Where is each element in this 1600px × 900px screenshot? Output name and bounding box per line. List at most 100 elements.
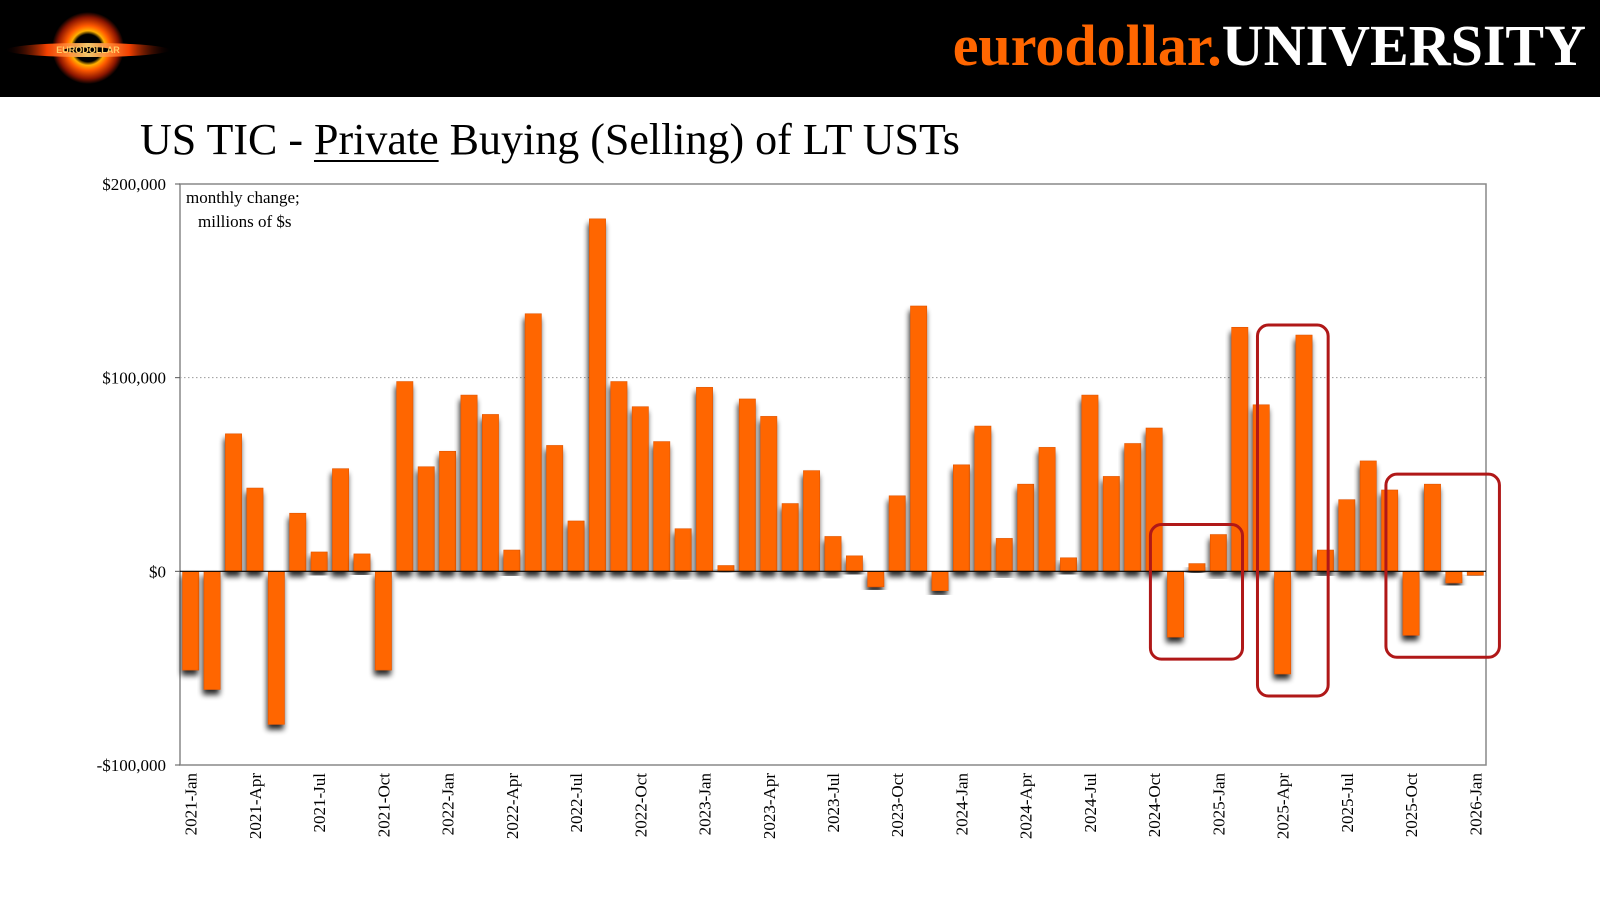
- brand-wordmark: eurodollar.UNIVERSITY: [953, 8, 1586, 84]
- bar-2023-Jan: [696, 387, 713, 572]
- bar-2023-Aug: [845, 555, 863, 572]
- x-tick-label: 2023-Jan: [696, 773, 715, 836]
- bar-2025-Sep: [1381, 489, 1399, 572]
- x-tick-label: 2024-Apr: [1017, 773, 1036, 839]
- bar-2021-Aug: [332, 468, 350, 572]
- bar-2022-Apr: [503, 549, 521, 572]
- bar-2024-Mar: [995, 538, 1013, 572]
- bar-2021-May: [267, 571, 285, 725]
- bar-2024-Aug: [1102, 476, 1120, 572]
- bar-2021-Mar: [225, 433, 242, 572]
- x-tick-label: 2024-Jan: [952, 773, 971, 836]
- brand-eurodollar: eurodollar.: [952, 13, 1222, 78]
- bar-2025-Jun: [1316, 549, 1334, 572]
- x-tick-label: 2021-Jan: [182, 773, 201, 836]
- bar-2023-Oct: [888, 495, 906, 572]
- bar-2022-Sep: [610, 381, 628, 572]
- bar-2021-Sep: [353, 553, 371, 572]
- logo-text: EURODOLLAR: [56, 45, 120, 55]
- bar-2025-Dec: [1445, 571, 1463, 584]
- chart-annotation: millions of $s: [198, 212, 292, 231]
- x-tick-label: 2023-Jul: [824, 773, 843, 833]
- bar-2023-Jul: [824, 536, 842, 572]
- x-tick-label: 2022-Jan: [439, 773, 458, 836]
- bar-2024-May: [1038, 447, 1056, 572]
- bar-2022-Mar: [482, 414, 499, 572]
- chart-title: US TIC - Private Buying (Selling) of LT …: [140, 112, 960, 168]
- bar-2024-Feb: [974, 425, 992, 572]
- bar-2024-Jan: [953, 464, 970, 572]
- bar-2022-Feb: [460, 394, 478, 572]
- bar-2021-Feb: [203, 571, 221, 690]
- bar-2025-Jul: [1338, 499, 1356, 572]
- x-tick-label: 2024-Jul: [1081, 773, 1100, 833]
- bar-2021-Dec: [417, 466, 435, 572]
- bar-2022-Nov: [653, 441, 671, 572]
- bar-2022-Jan: [439, 450, 457, 572]
- highlight-box-3: [1384, 472, 1501, 659]
- bar-2021-Jun: [289, 512, 307, 572]
- bar-2023-Jun: [803, 470, 821, 572]
- bar-2025-Mar: [1252, 404, 1270, 572]
- x-tick-label: 2021-Jul: [310, 773, 329, 833]
- highlight-box-2: [1255, 323, 1330, 698]
- bar-2021-Apr: [246, 487, 264, 572]
- bar-2024-Nov: [1167, 571, 1184, 638]
- x-tick-label: 2025-Jan: [1209, 773, 1228, 836]
- bar-2021-Jan: [182, 571, 200, 671]
- bar-2025-Apr: [1274, 571, 1292, 675]
- x-tick-label: 2025-Jul: [1338, 773, 1357, 833]
- bar-2022-May: [524, 313, 542, 572]
- title-suffix: Buying (Selling) of LT USTs: [438, 115, 960, 164]
- x-tick-label: 2025-Apr: [1274, 773, 1293, 839]
- bar-2023-Dec: [931, 571, 949, 592]
- title-prefix: US TIC -: [140, 115, 314, 164]
- x-tick-label: 2024-Oct: [1145, 773, 1164, 837]
- bar-2023-Sep: [867, 571, 885, 588]
- x-tick-label: 2022-Apr: [503, 773, 522, 839]
- x-tick-label: 2021-Oct: [374, 773, 393, 837]
- bar-2024-Jun: [1060, 557, 1077, 572]
- title-underlined: Private: [313, 115, 439, 164]
- y-tick-label: $100,000: [102, 369, 166, 388]
- bar-2024-Apr: [1017, 483, 1035, 572]
- x-tick-label: 2023-Apr: [760, 773, 779, 839]
- x-tick-label: 2022-Jul: [567, 773, 586, 833]
- bar-2021-Oct: [374, 571, 392, 671]
- bar-2023-Nov: [910, 305, 928, 572]
- bar-2022-Oct: [631, 406, 649, 572]
- bar-2025-Oct: [1402, 571, 1420, 636]
- bar-2025-Nov: [1424, 483, 1441, 572]
- bar-2022-Dec: [674, 528, 692, 572]
- bar-2022-Jun: [546, 445, 564, 572]
- chart-annotation: monthly change;: [186, 188, 300, 207]
- x-tick-label: 2023-Oct: [888, 773, 907, 837]
- bar-2024-Dec: [1188, 563, 1206, 572]
- bar-2023-Mar: [738, 398, 756, 572]
- bar-2025-Jan: [1209, 534, 1227, 572]
- header-banner: EURODOLLAR eurodollar.UNIVERSITY: [0, 0, 1600, 97]
- bar-2023-Apr: [760, 416, 778, 572]
- bar-2025-May: [1295, 334, 1313, 572]
- plot-area: [179, 183, 1487, 766]
- bar-2024-Oct: [1145, 427, 1163, 572]
- x-tick-label: 2025-Oct: [1402, 773, 1421, 837]
- y-tick-label: -$100,000: [97, 756, 166, 775]
- black-hole-icon: EURODOLLAR: [4, 4, 172, 93]
- bar-2022-Jul: [567, 520, 585, 572]
- brand-university: UNIVERSITY: [1221, 13, 1586, 78]
- bar-2025-Aug: [1359, 460, 1377, 572]
- y-tick-label: $200,000: [102, 175, 166, 194]
- x-tick-label: 2026-Jan: [1466, 773, 1485, 836]
- x-tick-label: 2021-Apr: [246, 773, 265, 839]
- bar-2021-Nov: [396, 381, 414, 572]
- y-tick-label: $0: [149, 562, 166, 581]
- bar-2022-Aug: [589, 218, 606, 572]
- bar-2024-Sep: [1124, 443, 1142, 572]
- bar-2025-Feb: [1231, 327, 1249, 572]
- bar-2023-May: [781, 503, 799, 572]
- bar-2023-Feb: [717, 565, 735, 572]
- bar-2021-Jul: [310, 551, 328, 572]
- bar-2024-Jul: [1081, 394, 1099, 572]
